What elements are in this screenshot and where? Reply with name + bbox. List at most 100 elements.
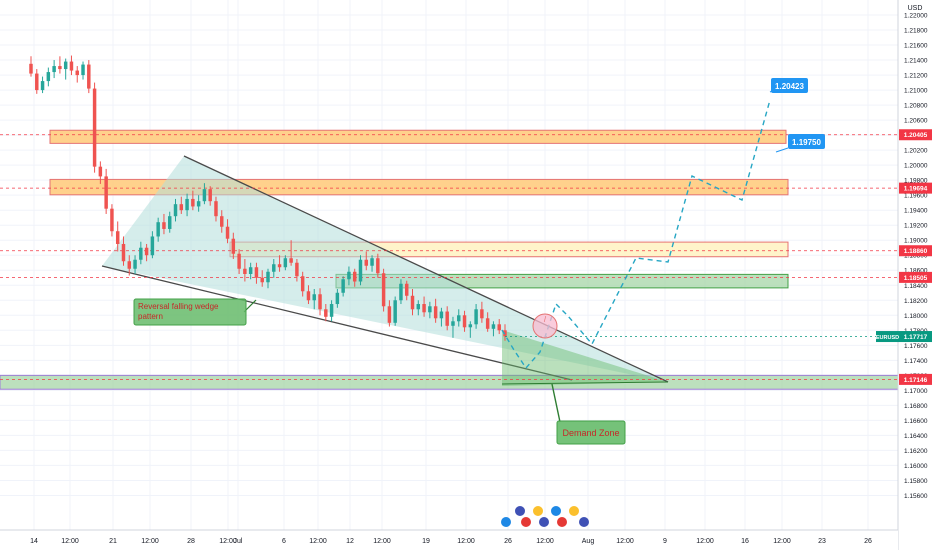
candle-body — [347, 271, 351, 280]
candle-body — [220, 216, 224, 227]
time-tick-label: 12:00 — [536, 538, 554, 545]
price-tick-label: 1.21200 — [904, 73, 928, 80]
target-tag-1[interactable]: 1.20423 — [769, 78, 808, 93]
candle-body — [243, 268, 247, 274]
candle-body — [162, 222, 166, 229]
candle-body — [29, 63, 33, 74]
candle-body — [231, 238, 236, 254]
event-flag-icon[interactable] — [521, 517, 531, 527]
candle-body — [248, 267, 253, 274]
price-tick-label: 1.22000 — [904, 13, 928, 20]
candle-body — [497, 324, 501, 331]
candle-body — [468, 324, 473, 328]
price-tick-label: 1.21400 — [904, 58, 928, 65]
candle-body — [312, 294, 316, 301]
price-label-text: 1.18860 — [904, 248, 928, 255]
time-tick-label: 12:00 — [616, 538, 634, 545]
candle-body — [115, 231, 120, 244]
event-flag-icon[interactable] — [579, 517, 589, 527]
candle-body — [457, 315, 461, 322]
zone-resistance — [49, 129, 787, 144]
price-label-badge — [899, 182, 932, 194]
candle-body — [272, 264, 276, 272]
wedge-lower-line — [101, 265, 573, 381]
price-label-text: 1.20405 — [904, 132, 928, 139]
time-tick-label: 12:00 — [373, 538, 391, 545]
candle-body — [196, 201, 201, 207]
candle-body — [416, 304, 421, 310]
candle-body — [40, 81, 45, 91]
price-tick-label: 1.16800 — [904, 403, 928, 410]
event-flag-icon[interactable] — [551, 506, 561, 516]
time-tick-label: Jul — [234, 538, 243, 545]
candle-body — [491, 324, 496, 329]
target-tag-2-box — [788, 134, 825, 149]
candle-body — [381, 273, 386, 307]
wedge-fill — [102, 156, 668, 382]
price-tick-label: 1.16600 — [904, 418, 928, 425]
candle-body — [214, 201, 218, 217]
economic-events[interactable] — [501, 506, 589, 527]
time-tick-label: 26 — [504, 538, 512, 545]
price-tick-label: 1.16000 — [904, 463, 928, 470]
price-tick-label: 1.20600 — [904, 118, 928, 125]
price-tick-label: 1.21600 — [904, 43, 928, 50]
candle-body — [306, 291, 311, 301]
breakout-circle[interactable] — [532, 313, 558, 339]
candle-body — [439, 311, 444, 319]
time-tick-label: 16 — [741, 538, 749, 545]
candle-body — [428, 306, 432, 313]
candle-body — [202, 189, 207, 202]
candle-body — [179, 204, 184, 211]
price-label-text: 1.17717 — [904, 334, 928, 341]
candle-body — [208, 189, 212, 202]
candle-body — [376, 258, 380, 274]
event-flag-icon[interactable] — [533, 506, 543, 516]
price-label-badge — [899, 245, 932, 257]
target-tag-1-text: 1.20423 — [775, 82, 804, 91]
candle-body — [364, 259, 369, 266]
wedge-callout[interactable]: Reversal falling wedge pattern — [133, 298, 257, 326]
candle-body — [52, 66, 56, 73]
instrument-label: EURUSD — [876, 335, 899, 341]
event-flag-icon[interactable] — [515, 506, 525, 516]
candle-body — [225, 226, 230, 239]
target-tag-2-text: 1.19750 — [792, 138, 821, 147]
candle-body — [127, 261, 132, 269]
event-flag-icon[interactable] — [557, 517, 567, 527]
candle-body — [237, 253, 241, 269]
event-flag-icon[interactable] — [501, 517, 511, 527]
candle-body — [503, 330, 507, 337]
price-tick-label: 1.17600 — [904, 343, 928, 350]
price-tick-label: 1.18200 — [904, 298, 928, 305]
price-label-badge — [899, 331, 932, 343]
price-tick-label: 1.15800 — [904, 478, 928, 485]
price-tick-label: 1.19400 — [904, 208, 928, 215]
candle-body — [370, 258, 374, 266]
candle-body — [318, 294, 322, 310]
target-tag-2[interactable]: 1.19750 — [775, 134, 825, 153]
price-tick-label: 1.21800 — [904, 28, 928, 35]
price-tick-label: 1.21000 — [904, 88, 928, 95]
demand-callout-pointer — [551, 383, 561, 423]
candle-body — [104, 176, 108, 209]
price-tick-label: 1.17000 — [904, 388, 928, 395]
event-flag-icon[interactable] — [539, 517, 549, 527]
wedge-upper-line — [183, 155, 669, 383]
time-tick-label: 12 — [346, 538, 354, 545]
candle-body — [266, 271, 270, 283]
price-tick-label: 1.19200 — [904, 223, 928, 230]
price-tick-label: 1.19800 — [904, 178, 928, 185]
demand-zone-callout[interactable]: Demand Zone — [551, 383, 626, 445]
event-flag-icon[interactable] — [569, 506, 579, 516]
time-tick-label: 28 — [187, 538, 195, 545]
candle-body — [329, 304, 334, 317]
candle-body — [341, 279, 345, 293]
time-tick-label: 12:00 — [773, 538, 791, 545]
candle-body — [156, 222, 160, 237]
candle-body — [69, 61, 74, 71]
time-tick-label: 12:00 — [141, 538, 159, 545]
candle-body — [300, 276, 305, 292]
